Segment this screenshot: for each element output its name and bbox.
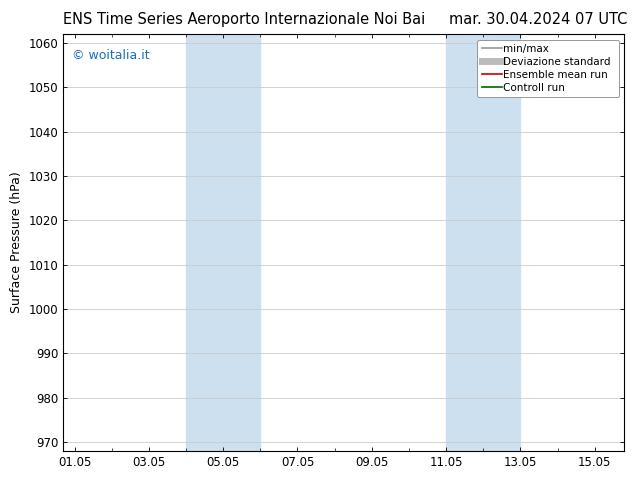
Text: ENS Time Series Aeroporto Internazionale Noi Bai: ENS Time Series Aeroporto Internazionale… [63,12,425,27]
Legend: min/max, Deviazione standard, Ensemble mean run, Controll run: min/max, Deviazione standard, Ensemble m… [477,40,619,97]
Text: mar. 30.04.2024 07 UTC: mar. 30.04.2024 07 UTC [450,12,628,27]
Text: © woitalia.it: © woitalia.it [72,49,150,62]
Bar [186,34,261,451]
Bar [446,34,521,451]
Y-axis label: Surface Pressure (hPa): Surface Pressure (hPa) [10,172,23,314]
